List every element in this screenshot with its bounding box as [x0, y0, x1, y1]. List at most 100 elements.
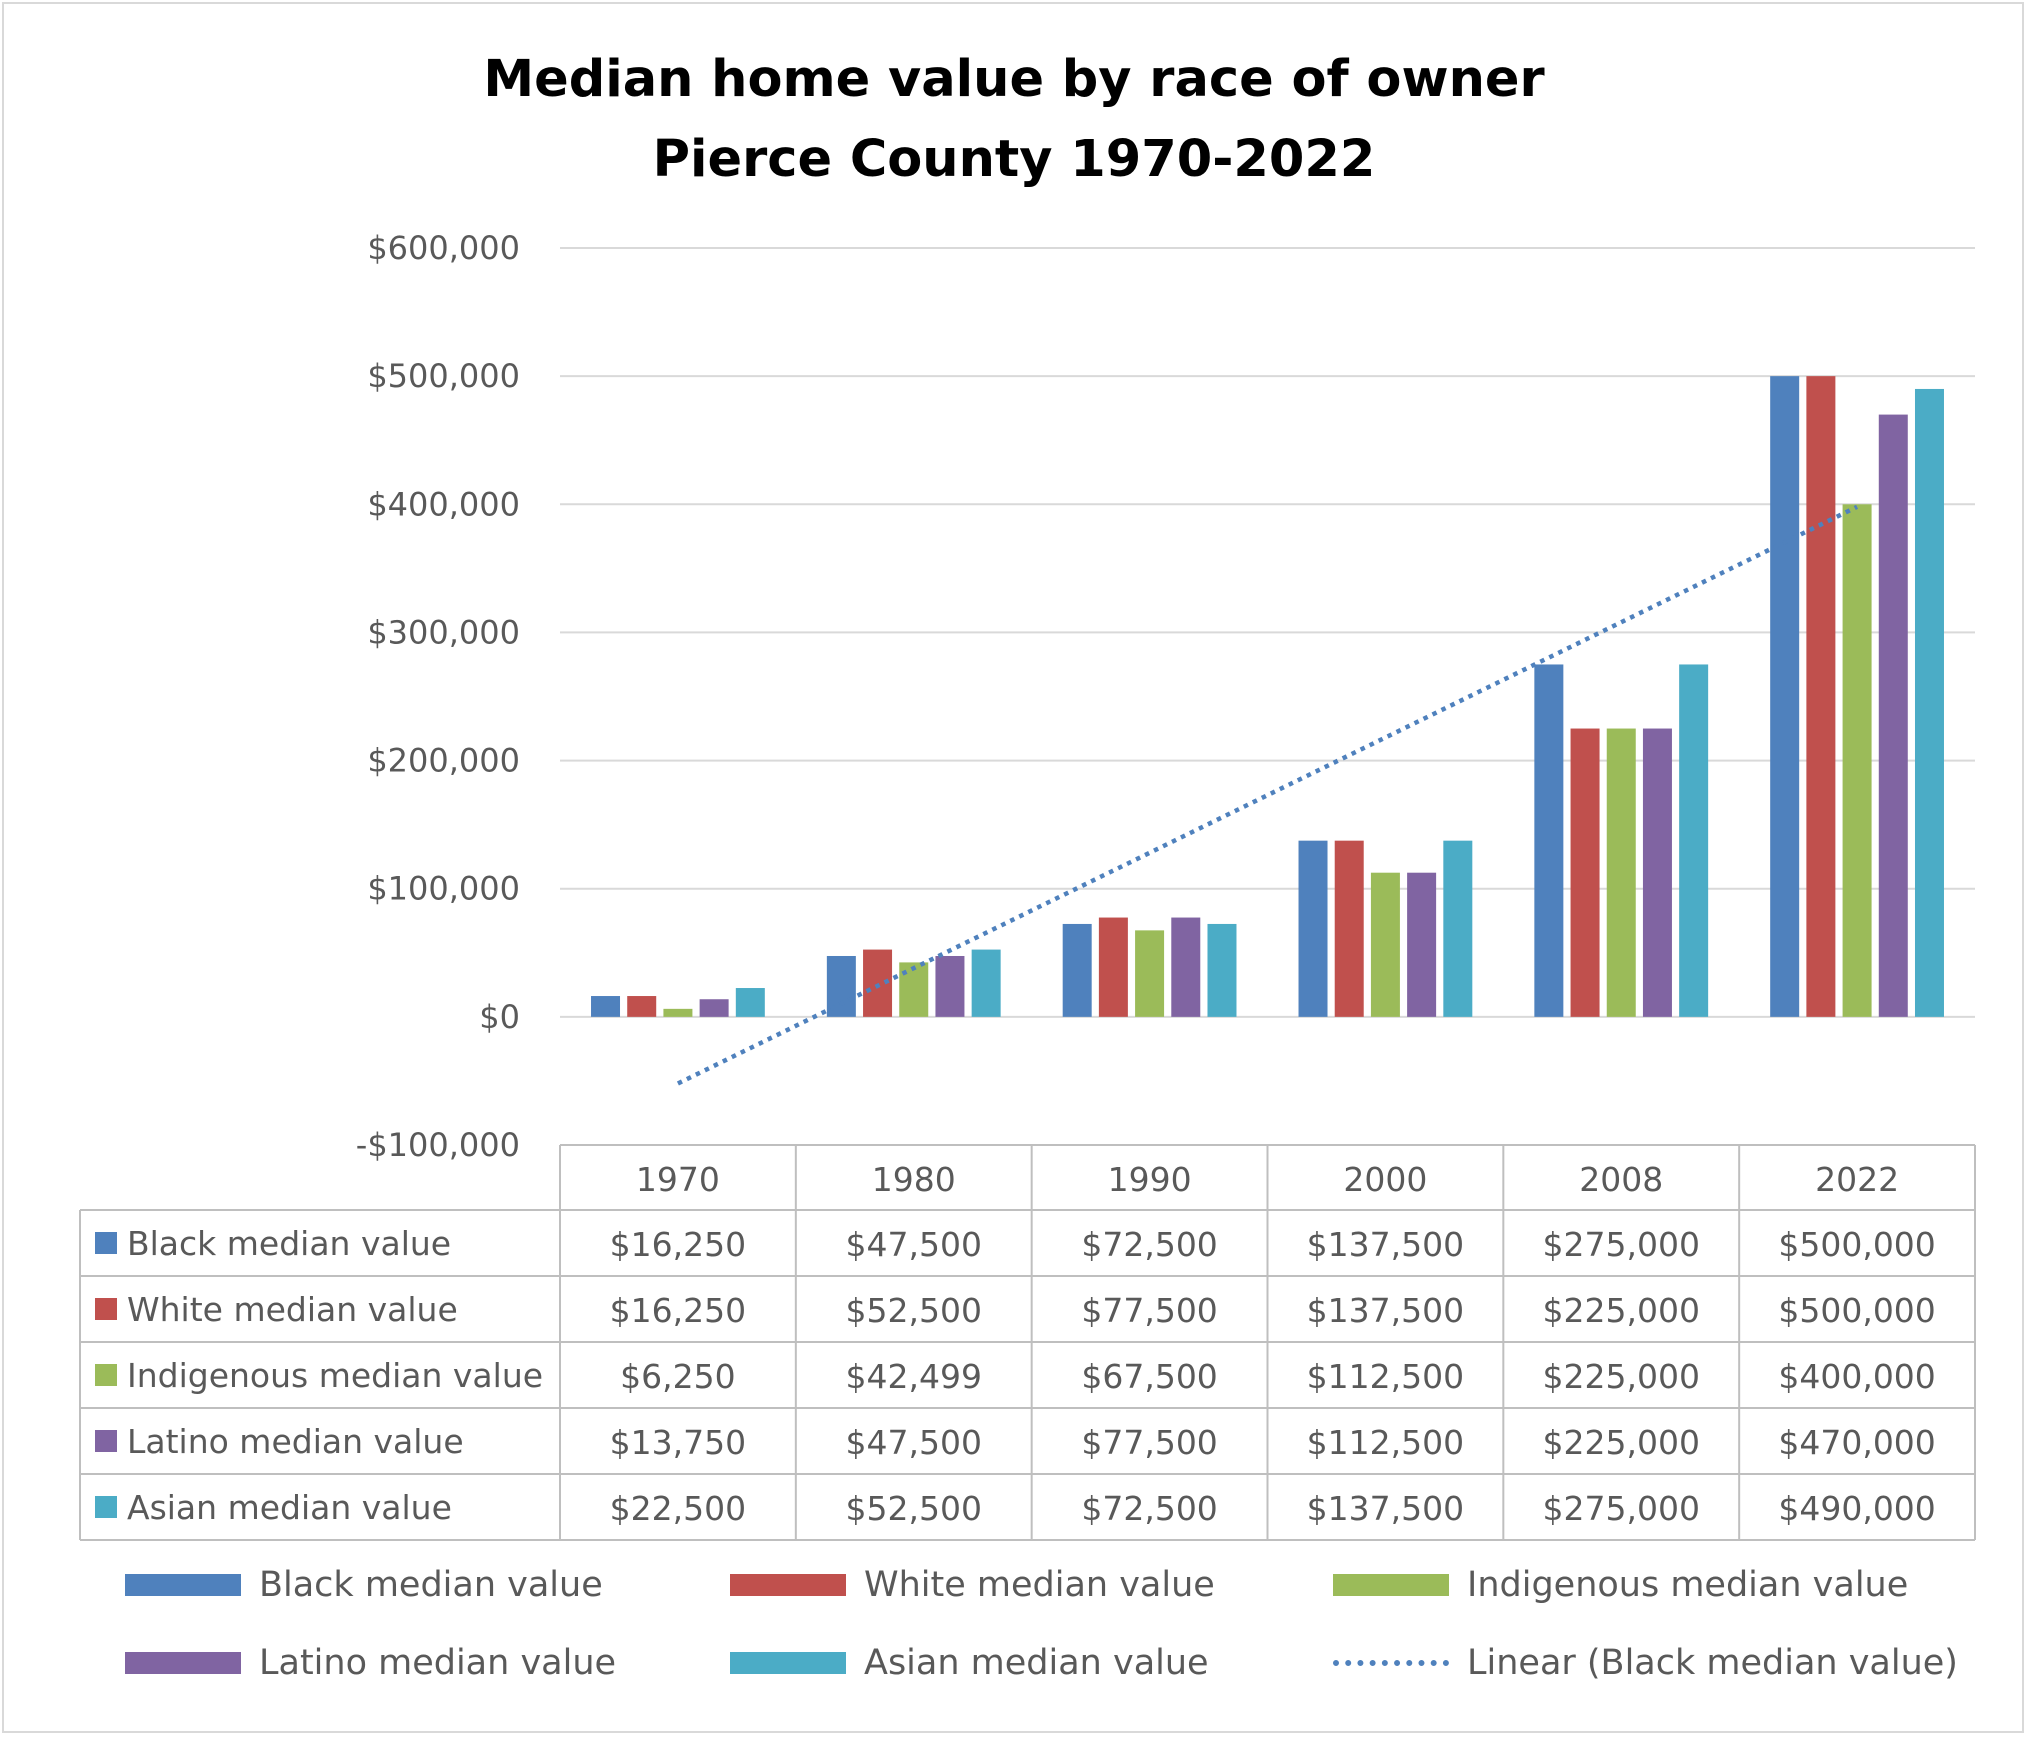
bar-asian-2008: [1679, 664, 1709, 1017]
table-cell: $500,000: [1778, 1225, 1935, 1264]
legend-swatch: [730, 1574, 846, 1596]
bar-indigenous-2000: [1370, 872, 1400, 1017]
table-cell: $500,000: [1778, 1291, 1935, 1330]
chart-title-line-1: Median home value by race of owner: [483, 50, 1545, 109]
bar-asian-2022: [1914, 388, 1944, 1017]
legend-label: Asian median value: [864, 1643, 1209, 1683]
table-cell: $6,250: [620, 1357, 735, 1396]
bar-indigenous-1970: [663, 1008, 693, 1017]
category-label: 2000: [1343, 1160, 1427, 1199]
table-cell: $72,500: [1081, 1489, 1217, 1528]
table-cell: $52,500: [846, 1489, 982, 1528]
bar-white-2000: [1334, 840, 1364, 1017]
table-cell: $67,500: [1081, 1357, 1217, 1396]
row-legend-key: [95, 1430, 117, 1452]
category-label: 1970: [636, 1160, 720, 1199]
legend-item: Latino median value: [125, 1638, 616, 1688]
bar-asian-2000: [1443, 840, 1473, 1017]
bar-white-1970: [627, 996, 657, 1017]
table-cell: $470,000: [1778, 1423, 1935, 1462]
bar-indigenous-2008: [1606, 728, 1636, 1017]
table-cell: $275,000: [1543, 1225, 1700, 1264]
bar-black-1990: [1062, 923, 1092, 1017]
table-cell: $225,000: [1543, 1357, 1700, 1396]
row-legend-key: [95, 1232, 117, 1254]
table-cell: $225,000: [1543, 1291, 1700, 1330]
table-cell: $47,500: [846, 1225, 982, 1264]
y-tick-label: $400,000: [367, 485, 520, 523]
row-label: Indigenous median value: [127, 1356, 543, 1395]
category-label: 1990: [1108, 1160, 1192, 1199]
category-label: 2008: [1579, 1160, 1663, 1199]
legend-label: White median value: [864, 1565, 1215, 1605]
trendline: [676, 504, 1859, 1086]
y-tick-label: $600,000: [367, 229, 520, 267]
bar-asian-1970: [735, 988, 765, 1017]
table-cell: $22,500: [610, 1489, 746, 1528]
chart-title: Median home value by race of owner Pierc…: [0, 40, 2028, 200]
table-cell: $137,500: [1307, 1291, 1464, 1330]
table-cell: $77,500: [1081, 1291, 1217, 1330]
y-axis: $600,000 $500,000 $400,000 $300,000 $200,000…: [356, 229, 520, 1164]
bars: [591, 376, 1944, 1017]
table-cell: $72,500: [1081, 1225, 1217, 1264]
row-label: Asian median value: [127, 1488, 452, 1527]
bar-latino-1990: [1171, 917, 1201, 1017]
bar-latino-1970: [699, 999, 729, 1017]
bar-black-2000: [1298, 840, 1328, 1017]
legend-label: Latino median value: [259, 1643, 617, 1683]
table-cell: $400,000: [1778, 1357, 1935, 1396]
bar-indigenous-1990: [1135, 930, 1165, 1017]
bar-latino-2000: [1407, 872, 1437, 1017]
bar-indigenous-2022: [1842, 504, 1872, 1017]
row-label: Latino median value: [127, 1422, 464, 1461]
table-cell: $77,500: [1081, 1423, 1217, 1462]
y-tick-label: $100,000: [367, 870, 520, 908]
table-cell: $42,499: [846, 1357, 982, 1396]
data-table: 1970 1980 1990 2000 2008 2022 Black median val…: [79, 1144, 1976, 1541]
table-cell: $275,000: [1543, 1489, 1700, 1528]
legend-swatch: [1333, 1574, 1449, 1596]
table-cell: $112,500: [1307, 1357, 1464, 1396]
trendline-black-median: [676, 504, 1859, 1086]
bar-latino-2022: [1878, 414, 1908, 1017]
legend-label: Indigenous median value: [1467, 1565, 1909, 1605]
legend-dotted-line: [1333, 1660, 1449, 1666]
bar-latino-2008: [1642, 728, 1672, 1017]
bar-white-2022: [1806, 376, 1836, 1017]
legend-item: White median value: [730, 1560, 1215, 1610]
table-cell: $137,500: [1307, 1225, 1464, 1264]
table-cell: $16,250: [610, 1225, 746, 1264]
bar-asian-1990: [1207, 923, 1237, 1017]
table-cell: $137,500: [1307, 1489, 1464, 1528]
table-cell: $47,500: [846, 1423, 982, 1462]
y-tick-label: $500,000: [367, 357, 520, 395]
table-cell: $225,000: [1543, 1423, 1700, 1462]
y-tick-label: $0: [479, 998, 520, 1036]
bar-white-2008: [1570, 728, 1600, 1017]
table-cell: $16,250: [610, 1291, 746, 1330]
table-cell: $13,750: [610, 1423, 746, 1462]
row-legend-key: [95, 1298, 117, 1320]
y-tick-label: -$100,000: [356, 1126, 520, 1164]
row-label: Black median value: [127, 1224, 451, 1263]
y-tick-label: $200,000: [367, 742, 520, 780]
row-label: White median value: [127, 1290, 458, 1329]
legend-label: Black median value: [259, 1565, 603, 1605]
table-cell: $52,500: [846, 1291, 982, 1330]
chart-plot: $600,000 $500,000 $400,000 $300,000 $200,000…: [79, 229, 1976, 1541]
legend-label: Linear (Black median value): [1467, 1643, 1958, 1683]
legend-swatch: [125, 1574, 241, 1596]
bar-black-2022: [1770, 376, 1800, 1017]
bar-black-1970: [591, 996, 621, 1017]
bar-latino-1980: [935, 955, 965, 1017]
legend-item: Indigenous median value: [1333, 1560, 1908, 1610]
table-cell: $112,500: [1307, 1423, 1464, 1462]
chart-title-line-2: Pierce County 1970-2022: [652, 130, 1376, 189]
bar-asian-1980: [971, 949, 1001, 1017]
table-cell: $490,000: [1778, 1489, 1935, 1528]
bar-white-1990: [1098, 917, 1128, 1017]
bar-black-2008: [1534, 664, 1564, 1017]
y-tick-label: $300,000: [367, 613, 520, 651]
category-label: 1980: [872, 1160, 956, 1199]
